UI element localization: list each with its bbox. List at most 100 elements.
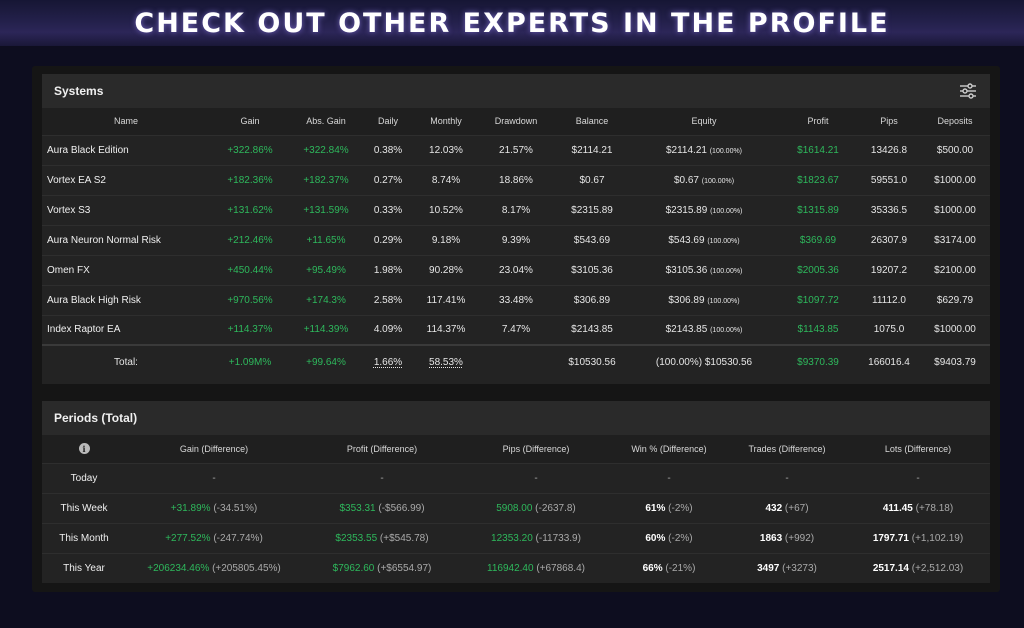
- equity-cell: $306.89 (100.00%): [630, 284, 778, 315]
- deposits-value: $500.00: [920, 134, 990, 165]
- equity-cell: $0.67 (100.00%): [630, 164, 778, 195]
- pips-value: 35336.5: [858, 194, 920, 225]
- trades-period-cell: -: [728, 462, 846, 493]
- win-period-cell: 61% (-2%): [610, 492, 728, 523]
- info-icon[interactable]: i: [78, 443, 90, 455]
- gain-period-cell: +277.52% (-247.74%): [126, 522, 302, 553]
- profit-period-cell: $7962.60 (+$6554.97): [302, 552, 462, 583]
- monthly-value: 90.28%: [414, 254, 478, 285]
- drawdown-value: 7.47%: [478, 314, 554, 345]
- equity-percent: (100.00%): [710, 327, 743, 335]
- pips-period-value: 116942.40: [487, 562, 534, 574]
- monthly-value: 10.52%: [414, 194, 478, 225]
- abs-gain-value: +322.84%: [290, 134, 362, 165]
- system-row[interactable]: Aura Neuron Normal Risk +212.46% +11.65% 0.…: [42, 224, 990, 255]
- trades-period-value: 1863: [759, 532, 783, 544]
- deposits-value: $629.79: [920, 284, 990, 315]
- monthly-value: 117.41%: [414, 284, 478, 315]
- daily-value: 0.33%: [362, 194, 414, 225]
- system-name-link[interactable]: Index Raptor EA: [42, 314, 210, 345]
- col-deposits[interactable]: Deposits: [920, 108, 990, 135]
- pips-value: 11112.0: [858, 284, 920, 315]
- col-gain[interactable]: Gain: [210, 108, 290, 135]
- col-gain-diff: Gain (Difference): [126, 435, 302, 463]
- pips-period-cell: 12353.20 (-11733.9): [462, 522, 610, 553]
- gain-period-value: -: [212, 472, 216, 484]
- sliders-icon[interactable]: [958, 81, 978, 101]
- deposits-value: $1000.00: [920, 314, 990, 345]
- deposits-value: $2100.00: [920, 254, 990, 285]
- period-label: This Year: [42, 552, 126, 583]
- system-name-link[interactable]: Vortex EA S2: [42, 164, 210, 195]
- pips-period-value: -: [534, 472, 538, 484]
- period-row: This Month +277.52% (-247.74%) $2353.55 (+…: [42, 522, 990, 553]
- equity-cell: $543.69 (100.00%): [630, 224, 778, 255]
- system-row[interactable]: Vortex EA S2 +182.36% +182.37% 0.27% 8.74% 18…: [42, 164, 990, 195]
- system-name-link[interactable]: Aura Neuron Normal Risk: [42, 224, 210, 255]
- col-profit[interactable]: Profit: [778, 108, 858, 135]
- system-name-link[interactable]: Aura Black High Risk: [42, 284, 210, 315]
- col-profit-diff: Profit (Difference): [302, 435, 462, 463]
- profit-value: $1315.89: [778, 194, 858, 225]
- col-drawdown[interactable]: Drawdown: [478, 108, 554, 135]
- abs-gain-value: +11.65%: [290, 224, 362, 255]
- lots-period-cell: 411.45 (+78.18): [846, 492, 990, 523]
- col-abs-gain[interactable]: Abs. Gain: [290, 108, 362, 135]
- drawdown-value: 18.86%: [478, 164, 554, 195]
- total-monthly[interactable]: 58.53%: [429, 356, 463, 368]
- gain-period-cell: +31.89% (-34.51%): [126, 492, 302, 523]
- gain-value: +970.56%: [210, 284, 290, 315]
- abs-gain-value: +114.39%: [290, 314, 362, 345]
- system-name-link[interactable]: Aura Black Edition: [42, 134, 210, 165]
- system-row[interactable]: Vortex S3 +131.62% +131.59% 0.33% 10.52% 8.17…: [42, 194, 990, 225]
- total-daily[interactable]: 1.66%: [373, 356, 403, 368]
- profit-period-cell: $353.31 (-$566.99): [302, 492, 462, 523]
- equity-percent: (100.00%): [707, 297, 740, 305]
- equity-percent: (100.00%): [710, 267, 743, 275]
- win-period-value: -: [667, 472, 671, 484]
- col-win-diff: Win % (Difference): [610, 435, 728, 463]
- pips-period-cell: -: [462, 462, 610, 493]
- trades-period-value: -: [785, 472, 789, 484]
- lots-period-cell: 2517.14 (+2,512.03): [846, 552, 990, 583]
- system-row[interactable]: Omen FX +450.44% +95.49% 1.98% 90.28% 23.04% $…: [42, 254, 990, 285]
- drawdown-value: 9.39%: [478, 224, 554, 255]
- pips-value: 19207.2: [858, 254, 920, 285]
- equity-value: $306.89: [668, 294, 705, 306]
- col-monthly[interactable]: Monthly: [414, 108, 478, 135]
- drawdown-value: 21.57%: [478, 134, 554, 165]
- systems-header-row: Name Gain Abs. Gain Daily Monthly Drawdo…: [42, 108, 990, 135]
- system-name-link[interactable]: Omen FX: [42, 254, 210, 285]
- profit-value: $1614.21: [778, 134, 858, 165]
- pips-period-cell: 5908.00 (-2637.8): [462, 492, 610, 523]
- equity-percent: (100.00%): [710, 207, 743, 215]
- period-label: Today: [42, 462, 126, 493]
- gain-value: +322.86%: [210, 134, 290, 165]
- profit-value: $1143.85: [778, 314, 858, 345]
- balance-value: $0.67: [554, 164, 630, 195]
- balance-value: $306.89: [554, 284, 630, 315]
- lots-period-diff: (+2,512.03): [911, 562, 964, 574]
- system-name-link[interactable]: Vortex S3: [42, 194, 210, 225]
- system-row[interactable]: Index Raptor EA +114.37% +114.39% 4.09% 114.…: [42, 314, 990, 345]
- drawdown-value: 33.48%: [478, 284, 554, 315]
- col-daily[interactable]: Daily: [362, 108, 414, 135]
- profit-period-diff: (+$6554.97): [377, 562, 432, 574]
- col-pips[interactable]: Pips: [858, 108, 920, 135]
- pips-period-diff: (-11733.9): [535, 532, 581, 544]
- equity-value: $3105.36: [665, 264, 708, 276]
- equity-value: $2315.89: [665, 204, 708, 216]
- profit-value: $1097.72: [778, 284, 858, 315]
- gain-period-diff: (-247.74%): [213, 532, 263, 544]
- gain-period-cell: -: [126, 462, 302, 493]
- col-name[interactable]: Name: [42, 108, 210, 135]
- total-label: Total:: [42, 344, 210, 378]
- col-equity[interactable]: Equity: [630, 108, 778, 135]
- equity-cell: $2143.85 (100.00%): [630, 314, 778, 345]
- equity-value: $2143.85: [665, 324, 708, 336]
- gain-period-value: +206234.46%: [147, 562, 210, 574]
- col-balance[interactable]: Balance: [554, 108, 630, 135]
- system-row[interactable]: Aura Black High Risk +970.56% +174.3% 2.58%…: [42, 284, 990, 315]
- abs-gain-value: +174.3%: [290, 284, 362, 315]
- system-row[interactable]: Aura Black Edition +322.86% +322.84% 0.38% 1…: [42, 134, 990, 165]
